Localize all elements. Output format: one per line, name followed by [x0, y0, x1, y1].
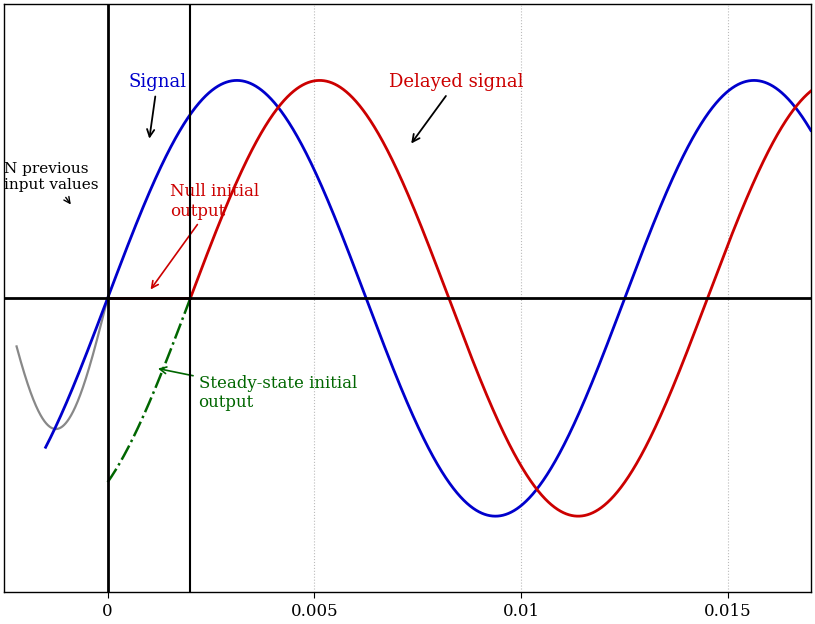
- Text: Null initial
output: Null initial output: [152, 183, 258, 288]
- Text: Delayed signal: Delayed signal: [389, 73, 523, 142]
- Text: Steady-state initial
output: Steady-state initial output: [160, 367, 357, 411]
- Text: N previous
input values: N previous input values: [4, 162, 99, 203]
- Text: Signal: Signal: [128, 73, 187, 137]
